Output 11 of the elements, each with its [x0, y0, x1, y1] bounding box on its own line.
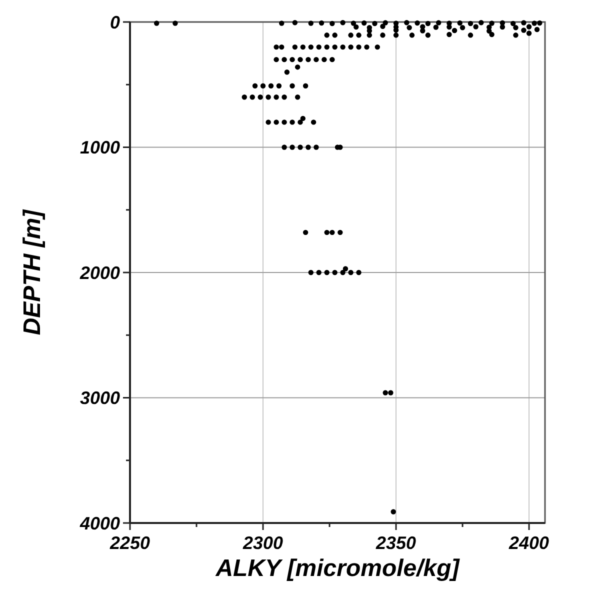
x-axis-title: ALKY [micromole/kg] — [214, 555, 460, 582]
x-tick-label: 2250 — [108, 533, 150, 553]
y-tick-label: 3000 — [80, 388, 120, 408]
y-tick-label: 4000 — [78, 513, 120, 534]
y-tick-label: 1000 — [80, 138, 120, 158]
x-tick-label: 2300 — [242, 533, 284, 553]
x-tick-label: 2350 — [375, 533, 416, 553]
y-tick-label: 2000 — [78, 262, 120, 283]
y-axis-title: DEPTH [m] — [19, 208, 46, 336]
y-tick-label: 0 — [110, 12, 120, 32]
x-tick-label: 2400 — [508, 533, 550, 553]
